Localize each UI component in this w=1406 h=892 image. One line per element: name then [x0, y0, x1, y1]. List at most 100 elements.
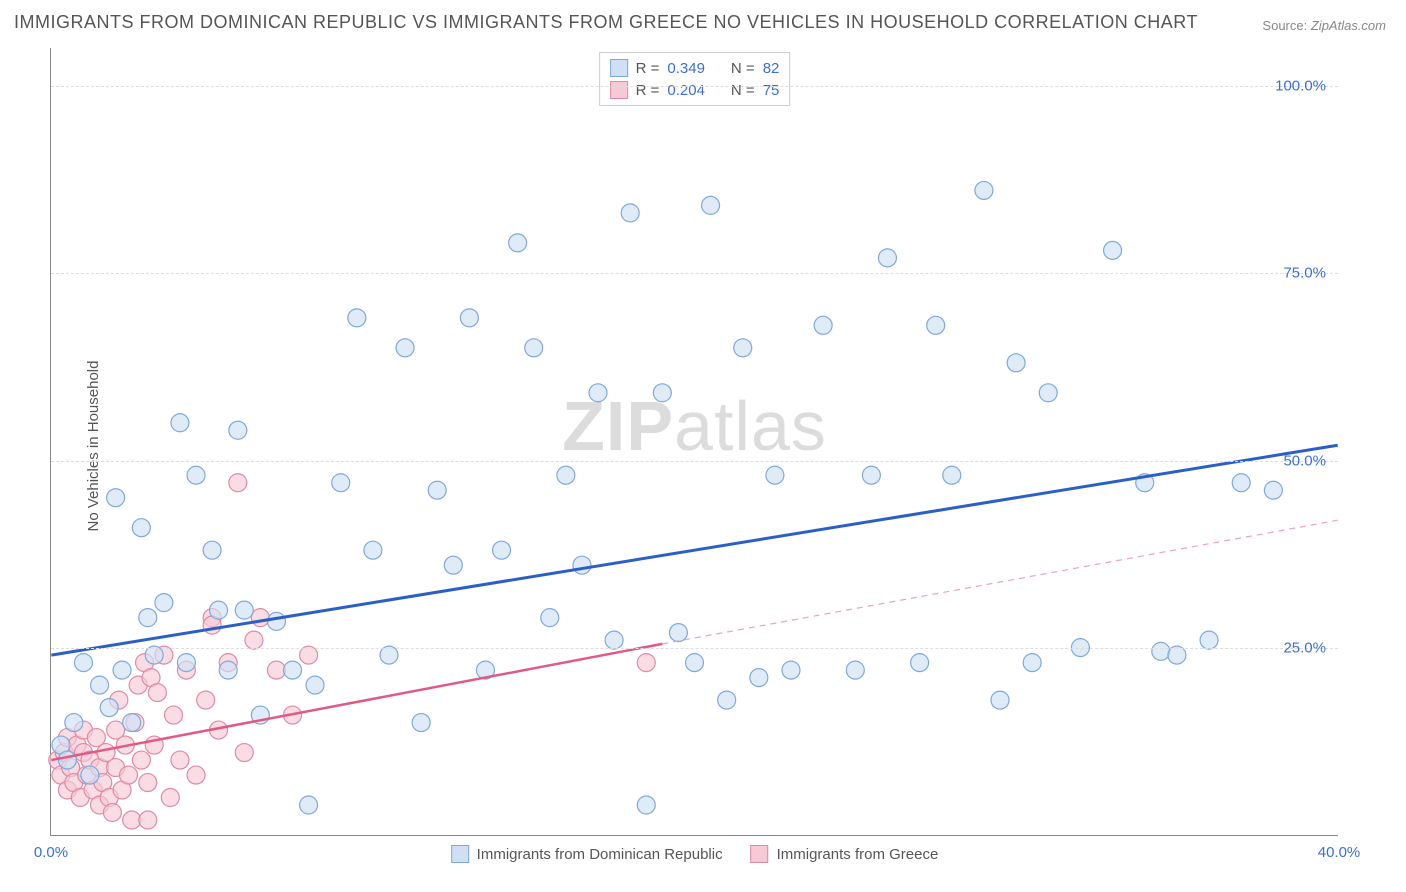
x-tick-label: 40.0%: [1318, 844, 1361, 861]
data-point: [541, 609, 559, 627]
gridline: [51, 461, 1338, 462]
data-point: [927, 316, 945, 334]
data-point: [348, 309, 366, 327]
data-point: [251, 609, 269, 627]
data-point: [58, 751, 76, 769]
data-point: [132, 751, 150, 769]
y-tick-label: 25.0%: [1283, 640, 1326, 657]
data-point: [267, 661, 285, 679]
data-point: [148, 684, 166, 702]
data-point: [103, 804, 121, 822]
data-point: [991, 691, 1009, 709]
data-point: [734, 339, 752, 357]
data-point: [637, 654, 655, 672]
data-point: [718, 691, 736, 709]
data-point: [1152, 642, 1170, 660]
data-point: [132, 519, 150, 537]
data-point: [1023, 654, 1041, 672]
y-tick-label: 75.0%: [1283, 265, 1326, 282]
data-point: [444, 556, 462, 574]
data-point: [509, 234, 527, 252]
data-point: [177, 654, 195, 672]
data-point: [235, 601, 253, 619]
data-point: [782, 661, 800, 679]
data-point: [669, 624, 687, 642]
data-point: [113, 661, 131, 679]
chart-plot-area: ZIPatlas R = 0.349 N = 82 R = 0.204 N = …: [50, 48, 1338, 836]
data-point: [1232, 474, 1250, 492]
data-point: [219, 661, 237, 679]
data-point: [460, 309, 478, 327]
source-value: ZipAtlas.com: [1311, 18, 1386, 33]
data-point: [165, 706, 183, 724]
data-point: [605, 631, 623, 649]
swatch-greece-icon: [751, 845, 769, 863]
data-point: [139, 609, 157, 627]
data-point: [911, 654, 929, 672]
data-point: [396, 339, 414, 357]
data-point: [862, 466, 880, 484]
data-point: [1039, 384, 1057, 402]
data-point: [814, 316, 832, 334]
data-point: [653, 384, 671, 402]
data-point: [171, 414, 189, 432]
data-point: [686, 654, 704, 672]
data-point: [557, 466, 575, 484]
x-tick-label: 0.0%: [34, 844, 68, 861]
data-point: [139, 774, 157, 792]
data-point: [229, 474, 247, 492]
data-point: [589, 384, 607, 402]
data-point: [493, 541, 511, 559]
data-point: [573, 556, 591, 574]
data-point: [267, 612, 285, 630]
data-point: [197, 691, 215, 709]
legend-item-greece: Immigrants from Greece: [751, 845, 939, 863]
data-point: [846, 661, 864, 679]
legend-label-greece: Immigrants from Greece: [777, 846, 939, 863]
data-point: [203, 541, 221, 559]
source-label: Source:: [1262, 18, 1307, 33]
chart-title: IMMIGRANTS FROM DOMINICAN REPUBLIC VS IM…: [14, 12, 1198, 33]
data-point: [412, 714, 430, 732]
data-point: [171, 751, 189, 769]
data-point: [155, 594, 173, 612]
gridline: [51, 273, 1338, 274]
gridline: [51, 648, 1338, 649]
data-point: [65, 714, 83, 732]
data-point: [123, 811, 141, 829]
legend-item-dominican: Immigrants from Dominican Republic: [451, 845, 723, 863]
data-point: [245, 631, 263, 649]
data-point: [120, 766, 138, 784]
source-attribution: Source: ZipAtlas.com: [1262, 18, 1386, 33]
data-point: [91, 676, 109, 694]
legend-label-dominican: Immigrants from Dominican Republic: [477, 846, 723, 863]
data-point: [428, 481, 446, 499]
data-point: [187, 766, 205, 784]
data-point: [975, 181, 993, 199]
data-point: [300, 796, 318, 814]
legend-series: Immigrants from Dominican Republic Immig…: [451, 845, 939, 863]
data-point: [229, 421, 247, 439]
data-point: [235, 744, 253, 762]
data-point: [284, 661, 302, 679]
data-point: [100, 699, 118, 717]
data-point: [878, 249, 896, 267]
data-point: [1200, 631, 1218, 649]
swatch-dominican-icon: [451, 845, 469, 863]
data-point: [525, 339, 543, 357]
data-point: [621, 204, 639, 222]
data-point: [637, 796, 655, 814]
y-tick-label: 50.0%: [1283, 452, 1326, 469]
data-point: [702, 196, 720, 214]
data-point: [1104, 241, 1122, 259]
data-point: [1007, 354, 1025, 372]
data-point: [107, 489, 125, 507]
data-point: [161, 789, 179, 807]
data-point: [81, 766, 99, 784]
data-point: [332, 474, 350, 492]
data-point: [750, 669, 768, 687]
data-point: [187, 466, 205, 484]
data-point: [139, 811, 157, 829]
chart-svg: [51, 48, 1338, 835]
data-point: [364, 541, 382, 559]
